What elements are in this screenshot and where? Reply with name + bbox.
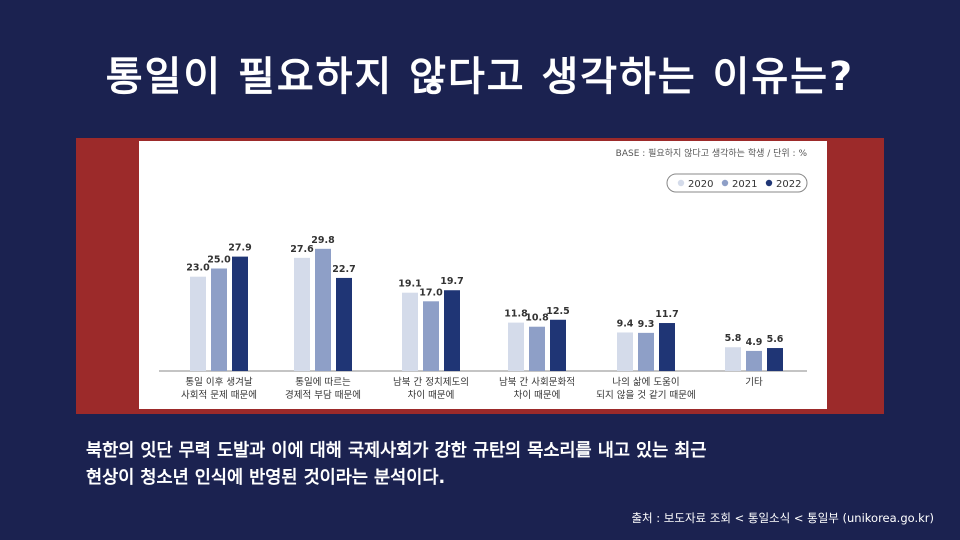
value-label-2020-2: 27.6: [290, 244, 314, 255]
value-label-2022-6: 5.6: [767, 334, 784, 345]
bar-2020-6: [725, 347, 741, 371]
value-label-2020-5: 9.4: [617, 318, 634, 329]
value-label-2020-4: 11.8: [504, 309, 528, 320]
value-label-2022-2: 22.7: [332, 264, 355, 275]
bar-2021-3: [423, 301, 439, 371]
value-label-2022-3: 19.7: [440, 276, 463, 287]
value-label-2021-5: 9.3: [638, 319, 655, 330]
bar-2021-4: [529, 326, 545, 371]
bar-2021-5: [638, 332, 654, 371]
category-label-4-line-2: 차이 때문에: [514, 389, 561, 401]
category-label-3-line-1: 남북 간 정치제도의: [393, 376, 469, 388]
bar-2022-2: [336, 277, 352, 371]
bar-2022-5: [659, 323, 675, 371]
bar-chart: BASE : 필요하지 않다고 생각하는 학생 / 단위 : % 2020 2021…: [159, 147, 808, 401]
category-label-1-line-1: 통일 이후 생겨날: [185, 377, 252, 388]
value-label-2021-3: 17.0: [419, 287, 443, 298]
bar-2021-2: [315, 248, 331, 371]
value-label-2022-4: 12.5: [546, 306, 569, 317]
value-label-2021-6: 4.9: [746, 337, 763, 348]
slide-title: 통일이 필요하지 않다고 생각하는 이유는?: [105, 54, 855, 100]
legend-label-2020: 2020: [688, 179, 713, 190]
value-label-2021-4: 10.8: [525, 313, 549, 324]
category-label-2-line-1: 통일에 따르는: [295, 377, 351, 388]
value-label-2021-2: 29.8: [311, 235, 335, 246]
bar-2022-4: [550, 319, 566, 371]
caption: 북한의 잇단 무력 도발과 이에 대해 국제사회가 강한 규탄의 목소리를 내고…: [86, 438, 906, 492]
caption-line-1: 북한의 잇단 무력 도발과 이에 대해 국제사회가 강한 규탄의 목소리를 내고…: [86, 441, 707, 461]
bar-2021-6: [746, 350, 762, 371]
base-note: BASE : 필요하지 않다고 생각하는 학생 / 단위 : %: [616, 147, 808, 159]
legend-marker-2022: [765, 179, 773, 187]
value-label-2021-1: 25.0: [207, 255, 231, 266]
category-label-5-line-2: 되지 않을 것 같기 때문에: [596, 389, 695, 401]
legend-marker-2021: [721, 179, 729, 187]
bar-2020-1: [190, 276, 206, 371]
category-label-2-line-2: 경제적 부담 때문에: [285, 389, 361, 401]
source-note: 출처 : 보도자료 조회 < 통일소식 < 통일부 (unikorea.go.k…: [631, 511, 934, 525]
chart-panel: BASE : 필요하지 않다고 생각하는 학생 / 단위 : % 2020 2021…: [139, 141, 827, 409]
category-label-4-line-1: 남북 간 사회문화적: [499, 376, 575, 388]
bar-2020-3: [402, 292, 418, 371]
legend-box: [666, 173, 808, 193]
legend-label-2021: 2021: [732, 179, 757, 190]
value-label-2020-3: 19.1: [398, 279, 421, 290]
category-label-5-line-1: 나의 삶에 도움이: [612, 377, 679, 388]
category-label-6-line-1: 기타: [745, 377, 763, 388]
bar-2021-1: [211, 268, 227, 371]
bar-2020-2: [294, 257, 310, 371]
bar-2020-4: [508, 322, 524, 371]
legend-label-2022: 2022: [776, 179, 801, 190]
value-label-2022-5: 11.7: [655, 309, 678, 320]
category-label-3-line-2: 차이 때문에: [408, 389, 455, 401]
value-label-2020-1: 23.0: [186, 263, 210, 274]
category-label-1-line-2: 사회적 문제 때문에: [181, 389, 257, 401]
legend-marker-2020: [677, 179, 685, 187]
bar-2022-6: [767, 348, 783, 371]
bar-2022-1: [232, 256, 248, 371]
bar-2020-5: [617, 332, 633, 371]
caption-line-2: 현상이 청소년 인식에 반영된 것이라는 분석이다.: [86, 468, 446, 488]
value-label-2020-6: 5.8: [725, 333, 742, 344]
bar-2022-3: [444, 290, 460, 371]
value-label-2022-1: 27.9: [228, 243, 251, 254]
